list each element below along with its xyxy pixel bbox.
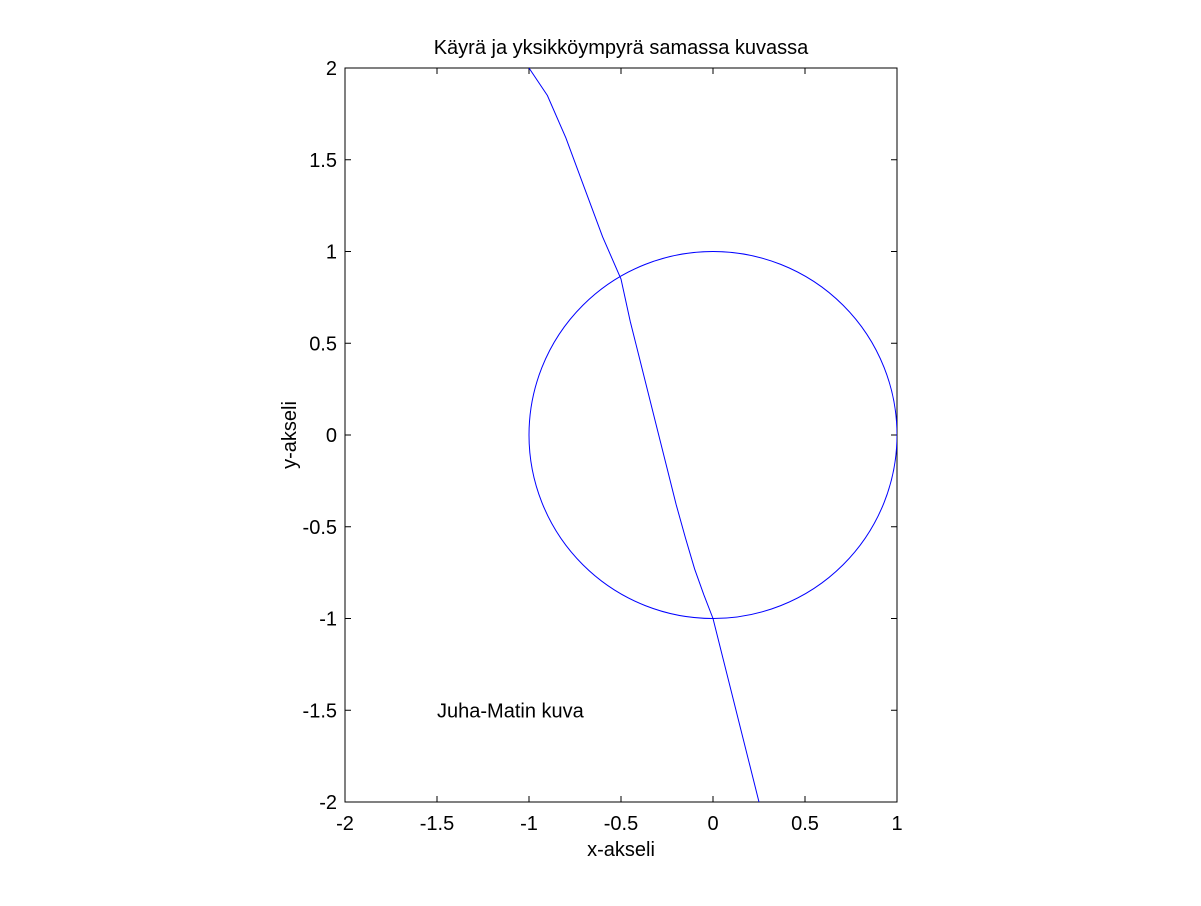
x-axis-label: x-akseli xyxy=(587,839,655,861)
x-tick-label: -1.5 xyxy=(420,813,454,835)
y-tick-label: 0 xyxy=(326,425,337,447)
y-tick-label: -2 xyxy=(319,792,337,814)
y-tick-label: 1 xyxy=(326,242,337,264)
annotation-label: Juha-Matin kuva xyxy=(437,700,585,722)
chart-title: Käyrä ja yksikköympyrä samassa kuvassa xyxy=(434,37,809,59)
y-tick-label: -1.5 xyxy=(303,700,337,722)
x-tick-label: 0 xyxy=(707,813,718,835)
data-group xyxy=(528,68,897,802)
y-tick-label: 0.5 xyxy=(309,333,337,355)
y-axis-label: y-akseli xyxy=(279,401,301,469)
text-layer: -2 -1.5 -1 -0.5 0 0.5 1 -2 -1.5 -1 -0.5 0 0.5 1 1.5 2 Kä… xyxy=(279,37,903,861)
x-tick-label: 1 xyxy=(891,813,902,835)
x-tick-label: -2 xyxy=(336,813,354,835)
x-tick-label: -0.5 xyxy=(604,813,638,835)
y-tick-label: 2 xyxy=(326,58,337,80)
curve-series-line xyxy=(528,68,760,802)
axes-frame xyxy=(344,67,898,803)
y-tick-label: 1.5 xyxy=(309,150,337,172)
y-tick-label: -0.5 xyxy=(303,517,337,539)
y-tick-label: -1 xyxy=(319,609,337,631)
unit-circle-line xyxy=(528,251,897,619)
x-tick-label: -1 xyxy=(520,813,538,835)
plot-layer xyxy=(344,67,898,803)
x-tick-label: 0.5 xyxy=(791,813,819,835)
